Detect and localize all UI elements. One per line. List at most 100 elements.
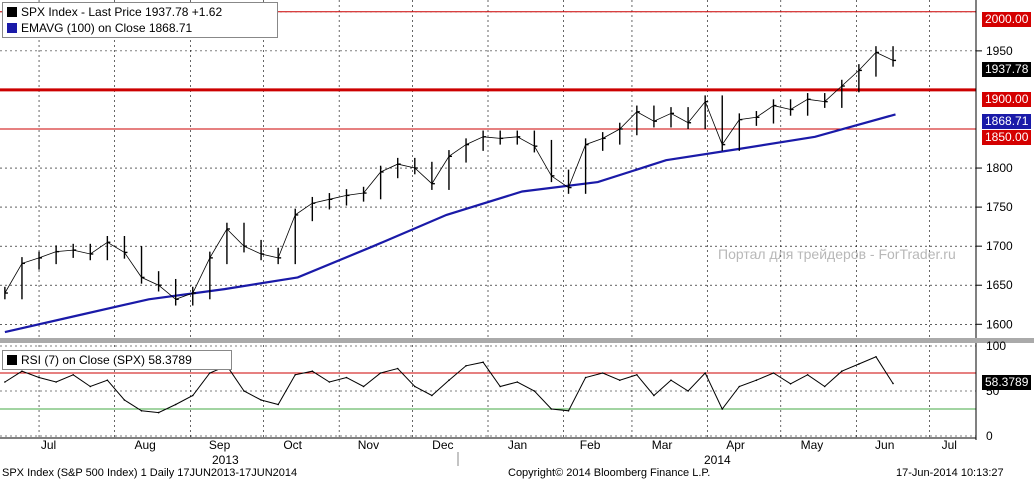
month-label-4: Nov — [358, 438, 379, 452]
legend-rsi-label: RSI (7) on Close (SPX) 58.3789 — [21, 353, 192, 367]
rsi-point-29 — [499, 385, 502, 388]
rsi-point-42 — [721, 408, 724, 410]
main-legend: SPX Index - Last Price 1937.78 +1.62 EMA… — [2, 2, 278, 38]
rsi-point-0 — [4, 381, 6, 383]
rsi-point-45 — [772, 372, 775, 374]
rsi-point-35 — [601, 372, 604, 374]
rsi-point-30 — [516, 381, 519, 383]
ema-swatch — [7, 23, 17, 33]
rsi-point-18 — [311, 370, 314, 373]
rsi-point-7 — [123, 399, 126, 401]
legend-price-label: SPX Index - Last Price 1937.78 +1.62 — [21, 5, 223, 19]
rsi-point-47 — [806, 374, 809, 376]
month-label-9: Apr — [726, 438, 745, 452]
ytick-label-1950: 1950 — [986, 44, 1013, 58]
rsi-point-33 — [567, 410, 570, 412]
tag-1850: 1850.00 — [982, 130, 1032, 145]
tag-last-price: 1937.78 — [982, 62, 1032, 77]
year-2013: 2013 — [212, 453, 239, 467]
year-2014: 2014 — [704, 453, 731, 467]
rsi-point-17 — [294, 374, 297, 376]
rsi-point-19 — [328, 381, 331, 383]
tag-2000: 2000.00 — [982, 12, 1032, 27]
tag-ema: 1868.71 — [982, 114, 1032, 129]
price-line — [4, 51, 894, 300]
month-label-6: Jan — [508, 438, 527, 452]
rsi-point-39 — [670, 379, 672, 382]
rsi-point-26 — [448, 379, 450, 382]
ytick-label-1800: 1800 — [986, 161, 1013, 175]
rsi-point-36 — [618, 379, 621, 382]
rsi-point-46 — [789, 383, 792, 385]
axes — [0, 0, 1034, 466]
rsi-point-2 — [38, 376, 40, 379]
rsi-point-16 — [277, 403, 279, 406]
footer-left: SPX Index (S&P 500 Index) 1 Daily 17JUN2… — [2, 467, 298, 479]
footer-center: Copyright© 2014 Bloomberg Finance L.P. — [508, 467, 711, 479]
rsi-point-14 — [243, 390, 245, 392]
month-label-10: May — [801, 438, 824, 452]
ytick-label-1750: 1750 — [986, 200, 1013, 214]
ema-series — [4, 113, 896, 334]
month-label-11: Jun — [875, 438, 894, 452]
rsi-point-25 — [431, 394, 433, 397]
rsi-point-40 — [687, 390, 689, 392]
ytick-label-1700: 1700 — [986, 239, 1013, 253]
rsi-point-1 — [21, 370, 23, 373]
rsi-tick-100: 100 — [986, 339, 1006, 353]
rsi-point-34 — [584, 376, 587, 379]
rsi-point-49 — [841, 370, 843, 373]
footer-right: 17-Jun-2014 10:13:27 — [896, 467, 1004, 479]
rsi-point-23 — [396, 367, 399, 370]
rsi-point-6 — [106, 379, 109, 382]
month-label-0: Jul — [41, 438, 56, 452]
rsi-point-24 — [414, 385, 416, 388]
rsi-point-28 — [482, 361, 484, 364]
rsi-point-44 — [755, 379, 758, 382]
rsi-point-3 — [55, 381, 57, 383]
month-label-12: Jul — [942, 438, 957, 452]
rsi-point-51 — [875, 356, 877, 358]
rsi-point-5 — [89, 385, 92, 388]
rsi-point-11 — [191, 394, 194, 397]
watermark: Портал для трейдеров - ForTrader.ru — [718, 246, 956, 262]
month-label-1: Aug — [135, 438, 156, 452]
rsi-point-37 — [636, 374, 638, 376]
rsi-point-9 — [157, 411, 160, 414]
rsi-point-22 — [379, 372, 382, 374]
month-label-3: Oct — [283, 438, 302, 452]
rsi-legend: RSI (7) on Close (SPX) 58.3789 — [2, 350, 232, 370]
rsi-point-21 — [362, 385, 365, 388]
rsi-point-41 — [704, 372, 706, 374]
rsi-point-50 — [858, 363, 860, 365]
rsi-point-52 — [892, 382, 894, 385]
price-series — [4, 46, 897, 306]
rsi-point-4 — [72, 374, 74, 376]
rsi-point-32 — [550, 408, 553, 410]
rsi-point-38 — [653, 394, 655, 397]
ema-line — [4, 113, 896, 334]
month-label-8: Mar — [652, 438, 673, 452]
legend-ema-label: EMAVG (100) on Close 1868.71 — [21, 21, 193, 35]
tick-labels: Jul Aug Sep Oct Nov Dec Jan Feb Mar Apr May Jun Jul 1… — [41, 44, 1013, 452]
rsi-point-15 — [260, 399, 262, 401]
month-label-5: Dec — [432, 438, 453, 452]
ytick-label-1600: 1600 — [986, 317, 1013, 331]
month-label-7: Feb — [580, 438, 601, 452]
ytick-label-1650: 1650 — [986, 278, 1013, 292]
price-swatch — [7, 7, 17, 17]
rsi-point-48 — [823, 385, 826, 388]
rsi-point-31 — [533, 390, 536, 392]
tag-1900: 1900.00 — [982, 92, 1032, 107]
rsi-point-20 — [345, 376, 348, 379]
rsi-point-8 — [140, 410, 143, 412]
legend-price: SPX Index - Last Price 1937.78 +1.62 — [7, 4, 273, 20]
rsi-tick-0: 0 — [986, 429, 993, 443]
tag-rsi: 58.3789 — [982, 375, 1032, 390]
month-label-2: Sep — [209, 438, 231, 452]
rsi-point-12 — [209, 372, 211, 374]
rsi-point-27 — [465, 365, 467, 367]
legend-ema: EMAVG (100) on Close 1868.71 — [7, 20, 273, 36]
rsi-series — [4, 356, 894, 414]
